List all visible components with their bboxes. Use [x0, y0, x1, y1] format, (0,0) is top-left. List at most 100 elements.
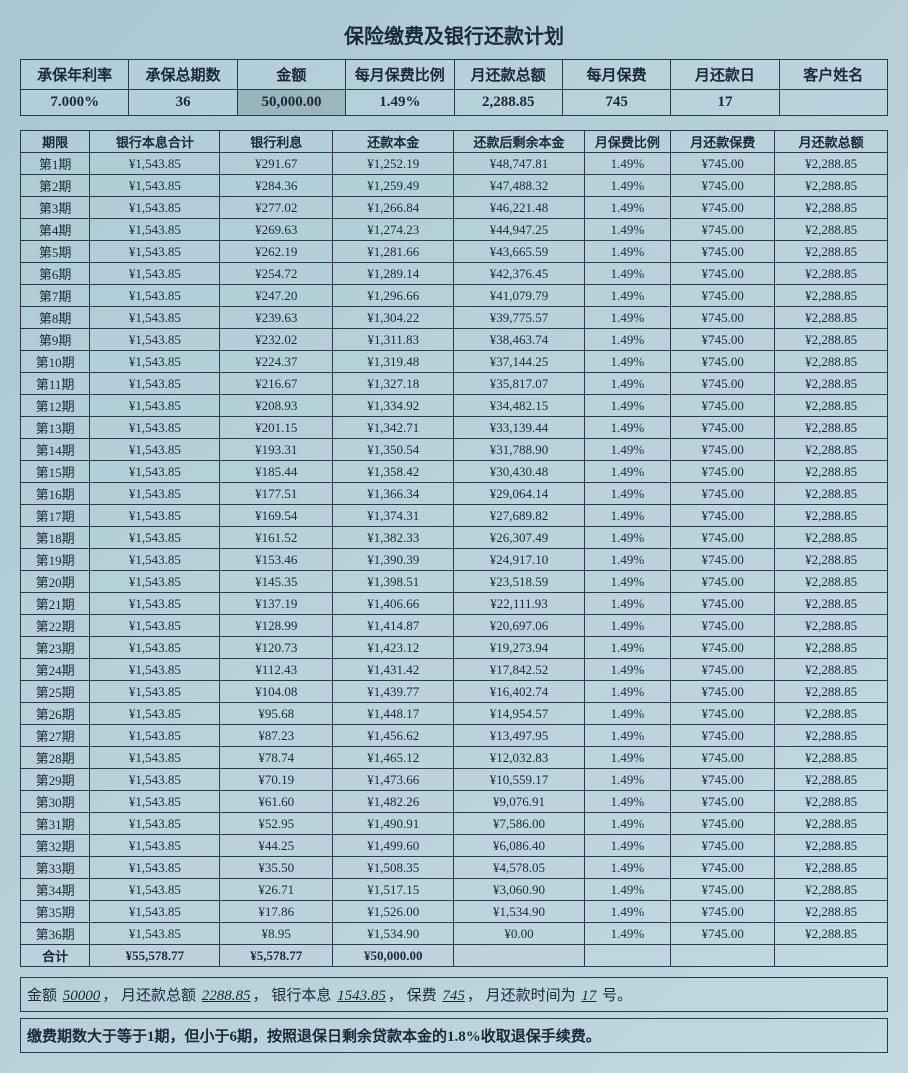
summary-value-premium-rate: 1.49% [346, 90, 454, 116]
table-cell: ¥1,543.85 [90, 703, 220, 725]
table-cell: 1.49% [584, 571, 671, 593]
table-cell: ¥61.60 [220, 791, 333, 813]
table-cell: ¥24,917.10 [454, 549, 584, 571]
table-cell: ¥10,559.17 [454, 769, 584, 791]
schedule-header: 月还款总额 [775, 131, 888, 153]
table-cell: ¥9,076.91 [454, 791, 584, 813]
table-row: 第20期¥1,543.85¥145.35¥1,398.51¥23,518.591… [21, 571, 888, 593]
table-cell: ¥145.35 [220, 571, 333, 593]
table-cell: ¥112.43 [220, 659, 333, 681]
table-cell: ¥1,543.85 [90, 219, 220, 241]
table-cell: ¥35.50 [220, 857, 333, 879]
table-cell: 1.49% [584, 527, 671, 549]
table-cell: ¥1,448.17 [333, 703, 454, 725]
table-cell: ¥745.00 [671, 329, 775, 351]
table-cell: ¥2,288.85 [775, 901, 888, 923]
summary-header: 承保年利率 [21, 60, 129, 90]
table-cell: ¥2,288.85 [775, 593, 888, 615]
table-cell: ¥1,543.85 [90, 813, 220, 835]
table-cell: ¥1,543.85 [90, 615, 220, 637]
table-cell: ¥2,288.85 [775, 527, 888, 549]
table-cell: ¥1,543.85 [90, 241, 220, 263]
table-cell: 1.49% [584, 395, 671, 417]
table-row: 第18期¥1,543.85¥161.52¥1,382.33¥26,307.491… [21, 527, 888, 549]
table-cell: ¥52.95 [220, 813, 333, 835]
table-cell: ¥1,252.19 [333, 153, 454, 175]
table-cell: 第19期 [21, 549, 90, 571]
table-row: 第25期¥1,543.85¥104.08¥1,439.77¥16,402.741… [21, 681, 888, 703]
table-cell: 第17期 [21, 505, 90, 527]
table-cell: 1.49% [584, 285, 671, 307]
table-cell: ¥13,497.95 [454, 725, 584, 747]
table-cell: ¥745.00 [671, 791, 775, 813]
table-cell: ¥185.44 [220, 461, 333, 483]
table-cell: ¥153.46 [220, 549, 333, 571]
table-cell: 第32期 [21, 835, 90, 857]
table-cell: ¥177.51 [220, 483, 333, 505]
table-cell: 1.49% [584, 813, 671, 835]
table-cell: ¥2,288.85 [775, 835, 888, 857]
table-cell: ¥1,382.33 [333, 527, 454, 549]
table-row: 第11期¥1,543.85¥216.67¥1,327.18¥35,817.071… [21, 373, 888, 395]
table-cell: 第13期 [21, 417, 90, 439]
schedule-header: 月保费比例 [584, 131, 671, 153]
schedule-header: 银行利息 [220, 131, 333, 153]
table-cell: ¥224.37 [220, 351, 333, 373]
table-cell: 第36期 [21, 923, 90, 945]
footer-fill-line: 金额 50000， 月还款总额 2288.85， 银行本息 1543.85， 保… [20, 977, 888, 1012]
table-cell: ¥27,689.82 [454, 505, 584, 527]
table-cell: ¥247.20 [220, 285, 333, 307]
table-cell: ¥7,586.00 [454, 813, 584, 835]
table-cell: ¥22,111.93 [454, 593, 584, 615]
table-cell: ¥1,543.85 [90, 593, 220, 615]
table-cell: ¥745.00 [671, 307, 775, 329]
summary-value-customer [779, 90, 887, 116]
table-cell: ¥1,543.85 [90, 483, 220, 505]
table-cell: ¥26,307.49 [454, 527, 584, 549]
table-cell: 1.49% [584, 241, 671, 263]
schedule-body: 第1期¥1,543.85¥291.67¥1,252.19¥48,747.811.… [21, 153, 888, 967]
table-cell: 1.49% [584, 791, 671, 813]
table-row: 第9期¥1,543.85¥232.02¥1,311.83¥38,463.741.… [21, 329, 888, 351]
table-cell: 第2期 [21, 175, 90, 197]
table-cell: ¥2,288.85 [775, 395, 888, 417]
table-cell: 1.49% [584, 615, 671, 637]
table-cell: ¥46,221.48 [454, 197, 584, 219]
table-cell: 第27期 [21, 725, 90, 747]
table-cell: ¥745.00 [671, 835, 775, 857]
table-cell: ¥2,288.85 [775, 813, 888, 835]
footer-label-day-suffix: 号。 [602, 988, 632, 1004]
table-cell: ¥745.00 [671, 879, 775, 901]
table-cell: ¥1,439.77 [333, 681, 454, 703]
table-cell: ¥2,288.85 [775, 373, 888, 395]
table-cell: ¥2,288.85 [775, 505, 888, 527]
table-row: 第17期¥1,543.85¥169.54¥1,374.31¥27,689.821… [21, 505, 888, 527]
table-cell: ¥19,273.94 [454, 637, 584, 659]
summary-value-premium: 745 [562, 90, 670, 116]
table-cell: ¥1,350.54 [333, 439, 454, 461]
table-cell: ¥4,578.05 [454, 857, 584, 879]
table-cell: ¥1,319.48 [333, 351, 454, 373]
schedule-header-row: 期限 银行本息合计 银行利息 还款本金 还款后剩余本金 月保费比例 月还款保费 … [21, 131, 888, 153]
summary-value-row: 7.000% 36 50,000.00 1.49% 2,288.85 745 1… [21, 90, 888, 116]
table-cell: 1.49% [584, 505, 671, 527]
table-cell: ¥1,499.60 [333, 835, 454, 857]
table-cell: ¥30,430.48 [454, 461, 584, 483]
table-row: 第2期¥1,543.85¥284.36¥1,259.49¥47,488.321.… [21, 175, 888, 197]
table-cell: ¥1,534.90 [333, 923, 454, 945]
table-cell: ¥1,334.92 [333, 395, 454, 417]
table-cell: ¥1,266.84 [333, 197, 454, 219]
table-cell: ¥16,402.74 [454, 681, 584, 703]
table-cell: ¥1,543.85 [90, 637, 220, 659]
table-cell: ¥43,665.59 [454, 241, 584, 263]
table-cell: ¥1,327.18 [333, 373, 454, 395]
table-cell: ¥2,288.85 [775, 571, 888, 593]
table-cell: 第10期 [21, 351, 90, 373]
schedule-header: 银行本息合计 [90, 131, 220, 153]
footer-value-day: 17 [579, 988, 598, 1004]
table-cell: ¥2,288.85 [775, 747, 888, 769]
table-cell: ¥20,697.06 [454, 615, 584, 637]
table-row: 第1期¥1,543.85¥291.67¥1,252.19¥48,747.811.… [21, 153, 888, 175]
table-cell: 第7期 [21, 285, 90, 307]
table-row: 第8期¥1,543.85¥239.63¥1,304.22¥39,775.571.… [21, 307, 888, 329]
